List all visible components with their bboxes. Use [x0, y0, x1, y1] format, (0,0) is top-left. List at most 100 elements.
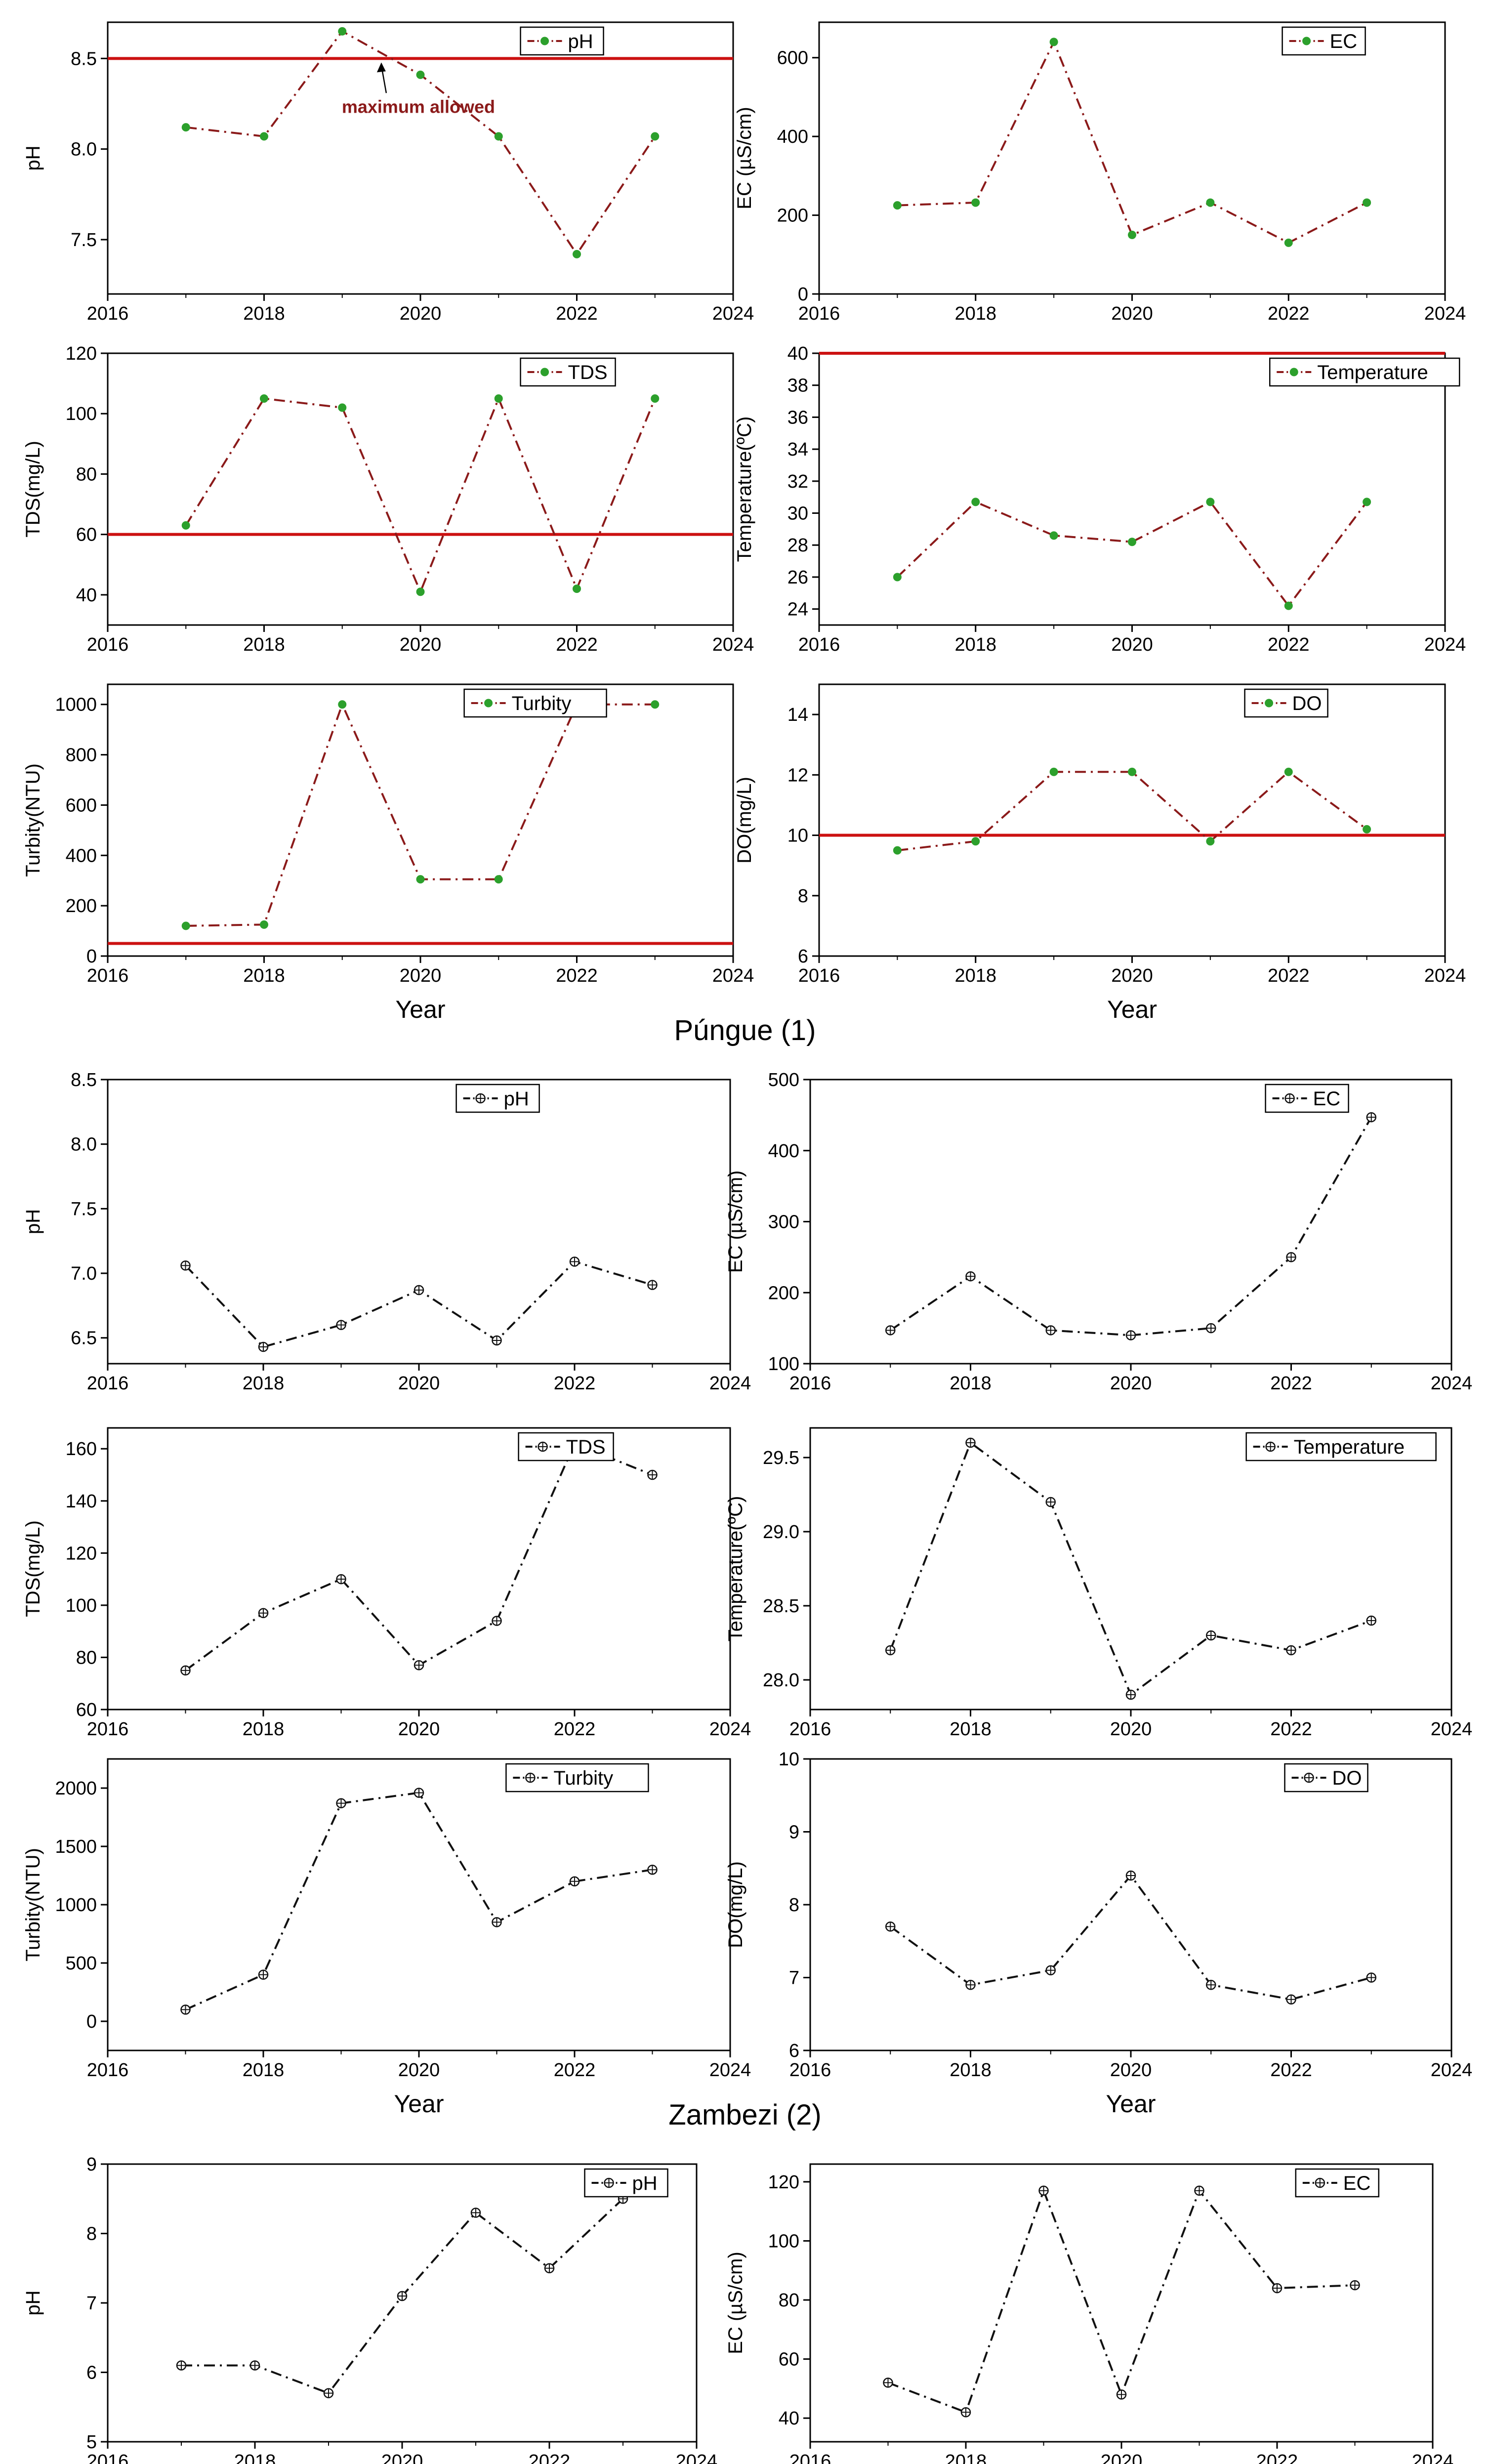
data-point	[1206, 198, 1215, 207]
data-point	[1206, 1323, 1216, 1334]
data-point	[1116, 2389, 1127, 2400]
data-point	[1128, 767, 1136, 776]
y-tick-label: 10	[787, 826, 808, 846]
chart-t2: 2016 2018 2020 2022 2024 40 60 80 100 120 EC (µS/c…	[725, 2163, 1453, 2464]
legend: TDS	[520, 357, 616, 387]
x-tick-label: 2024	[1431, 1719, 1473, 1740]
x-tick-label: 2016	[87, 2060, 129, 2081]
legend-marker	[1304, 1772, 1314, 1783]
y-tick-label: 600	[66, 795, 97, 816]
axes-frame	[107, 683, 734, 957]
y-tick-label: 14	[787, 705, 808, 725]
data-point	[971, 837, 980, 846]
y-tick-label: 7.0	[71, 1263, 97, 1284]
y-tick-label: 7	[86, 2293, 97, 2314]
legend-label: Temperature	[1317, 362, 1428, 383]
data-point	[1284, 601, 1293, 610]
data-point	[414, 1285, 424, 1295]
x-tick-label: 2016	[789, 1373, 831, 1394]
x-tick-label: 2022	[1256, 2451, 1298, 2464]
data-point	[416, 70, 425, 79]
legend-label: TDS	[566, 1436, 606, 1458]
x-tick-label: 2018	[945, 2451, 987, 2464]
data-point	[1045, 1965, 1056, 1975]
chart-p5: 2016 2018 2020 2022 2024 0 200 400 600 800 1000 Tur…	[22, 683, 754, 1023]
y-tick-label: 40	[779, 2408, 799, 2429]
legend-label: pH	[568, 31, 593, 52]
legend: Turbity	[463, 688, 607, 718]
x-tick-label: 2018	[243, 634, 285, 655]
legend-marker	[540, 37, 549, 45]
y-tick-label: 29.0	[763, 1522, 799, 1543]
data-point	[893, 846, 902, 855]
y-tick-label: 34	[787, 439, 808, 460]
x-tick-label: 2024	[676, 2451, 718, 2464]
data-point	[971, 498, 980, 506]
x-tick-label: 2022	[1268, 634, 1310, 655]
x-tick-label: 2024	[1424, 634, 1466, 655]
legend-label: pH	[632, 2172, 658, 2194]
data-point	[180, 1260, 191, 1271]
series-line	[185, 1792, 653, 2011]
x-tick-label: 2024	[709, 1719, 751, 1740]
x-tick-label: 2018	[243, 1719, 285, 1740]
axes-frame	[107, 2163, 698, 2443]
y-tick-label: 160	[66, 1439, 97, 1460]
x-tick-label: 2020	[398, 2060, 440, 2081]
x-tick-label: 2020	[400, 634, 442, 655]
data-point	[1206, 837, 1215, 846]
y-tick-label: 400	[777, 126, 808, 147]
data-point	[1363, 498, 1371, 506]
y-tick-label: 140	[66, 1491, 97, 1512]
y-tick-label: 100	[66, 1595, 97, 1616]
data-point	[1049, 767, 1058, 776]
x-tick-label: 2020	[381, 2451, 423, 2464]
data-point	[1049, 38, 1058, 46]
y-axis-label: EC (µS/cm)	[725, 2252, 746, 2354]
x-tick-label: 2016	[87, 2451, 129, 2464]
data-point	[338, 403, 347, 412]
legend: DO	[1244, 688, 1328, 718]
data-point	[1286, 1994, 1296, 2005]
data-point	[1038, 2185, 1049, 2196]
legend-label: Temperature	[1294, 1436, 1405, 1458]
axes-frame	[809, 1427, 1452, 1711]
legend: EC	[1265, 1084, 1349, 1113]
data-point	[1125, 1330, 1136, 1340]
x-tick-label: 2022	[554, 1719, 596, 1740]
data-point	[1363, 825, 1371, 834]
x-axis-label: Year	[1107, 996, 1157, 1023]
y-axis-label: Temperature(ºC)	[725, 1496, 746, 1642]
data-point	[965, 1271, 976, 1282]
data-point	[416, 875, 425, 884]
x-tick-label: 2018	[234, 2451, 276, 2464]
x-tick-label: 2024	[712, 303, 754, 324]
chart-z1: 2016 2018 2020 2022 2024 6.5 7.0 7.5 8.0 8.5 pH pH	[22, 1070, 751, 1394]
legend-label: EC	[1313, 1088, 1341, 1110]
y-tick-label: 100	[768, 2231, 799, 2252]
chart-p3: 2016 2018 2020 2022 2024 40 60 80 100 120 TDS(mg/L…	[22, 343, 754, 655]
y-tick-label: 7.5	[71, 1199, 97, 1219]
data-point	[249, 2360, 260, 2371]
data-point	[885, 1921, 896, 1932]
y-tick-label: 8	[86, 2224, 97, 2245]
data-point	[569, 1876, 580, 1887]
data-point	[414, 1788, 424, 1798]
legend-label: Turbity	[553, 1767, 613, 1789]
data-point	[258, 1608, 269, 1618]
data-point	[1206, 1630, 1216, 1641]
x-tick-label: 2020	[400, 965, 442, 986]
y-tick-label: 7	[789, 1968, 799, 1989]
axes-frame	[107, 21, 734, 295]
data-point	[492, 1335, 502, 1346]
y-tick-label: 0	[86, 2011, 97, 2032]
x-tick-label: 2022	[554, 2060, 596, 2081]
chart-p4: 2016 2018 2020 2022 2024 24 26 28 30 32 34 36 38 40 Te…	[734, 343, 1466, 655]
y-tick-label: 8.0	[71, 139, 97, 160]
y-tick-label: 120	[66, 1543, 97, 1564]
data-point	[416, 587, 425, 596]
y-tick-label: 30	[787, 503, 808, 524]
data-point	[573, 250, 581, 258]
x-tick-label: 2020	[398, 1719, 440, 1740]
